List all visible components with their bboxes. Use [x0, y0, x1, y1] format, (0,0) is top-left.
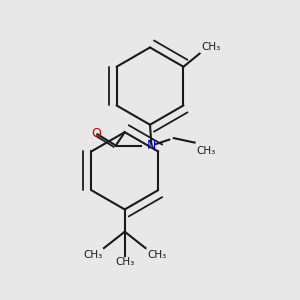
Text: CH₃: CH₃: [196, 146, 215, 155]
Text: CH₃: CH₃: [201, 42, 220, 52]
Text: CH₃: CH₃: [147, 250, 166, 260]
Text: CH₃: CH₃: [83, 250, 102, 260]
Text: O: O: [92, 127, 101, 140]
Text: N: N: [147, 139, 156, 152]
Text: CH₃: CH₃: [115, 257, 134, 267]
